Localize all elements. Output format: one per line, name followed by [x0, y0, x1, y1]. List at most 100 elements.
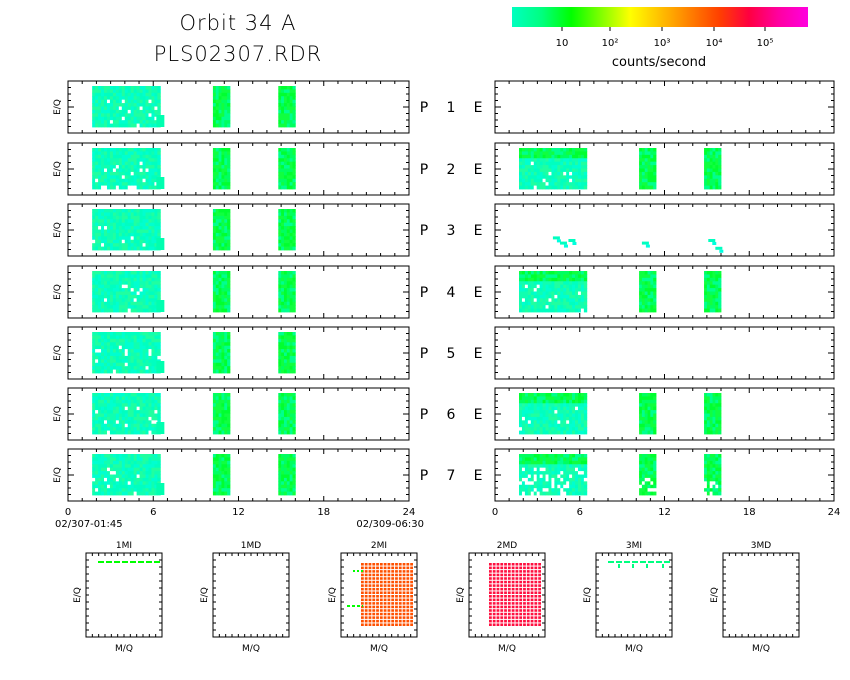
data-cell: [127, 298, 132, 303]
data-cell: [215, 151, 220, 156]
data-cell: [121, 488, 126, 492]
data-cell: [704, 281, 708, 286]
data-cell: [151, 355, 155, 360]
data-cell: [278, 171, 282, 176]
data-cell: [142, 369, 146, 374]
data-cell: [292, 120, 296, 124]
data-cell: [286, 246, 291, 251]
data-cell: [145, 423, 149, 428]
data-cell: [536, 148, 541, 152]
data-cell: [539, 410, 543, 414]
data-cell: [136, 345, 140, 350]
data-cell: [709, 165, 713, 169]
data-cell: [286, 151, 291, 156]
data-cell: [289, 291, 293, 296]
data-cell: [557, 288, 561, 292]
data-cell: [572, 396, 576, 401]
data-cell: [563, 305, 567, 309]
data-cell: [92, 161, 96, 166]
data-cell: [130, 175, 135, 180]
data-cell: [136, 236, 140, 241]
data-cell: [109, 271, 114, 275]
data-cell: [95, 277, 99, 282]
data-cell: [718, 161, 722, 166]
data-cell: [560, 430, 564, 435]
data-cell: [151, 342, 155, 347]
data-cell: [286, 366, 291, 370]
data-cell: [142, 222, 146, 227]
data-cell: [542, 165, 546, 169]
data-cell: [148, 403, 152, 408]
data-cell: [521, 423, 526, 428]
data-cell: [224, 103, 228, 107]
data-cell: [545, 396, 549, 401]
data-cell: [106, 271, 111, 275]
data-cell: [221, 246, 225, 251]
data-cell: [519, 277, 523, 282]
data-cell: [151, 305, 155, 309]
data-cell: [289, 226, 293, 230]
data-cell: [95, 99, 99, 104]
data-cell: [215, 362, 220, 367]
data-cell: [130, 116, 135, 121]
data-cell: [706, 284, 711, 289]
data-cell: [109, 222, 114, 227]
data-cell: [215, 168, 220, 173]
data-cell: [292, 165, 296, 169]
data-cell: [98, 116, 102, 121]
data-cell: [157, 396, 161, 401]
data-cell: [221, 161, 225, 166]
data-cell: [548, 403, 552, 408]
data-cell: [647, 305, 651, 309]
data-cell: [644, 305, 648, 309]
data-cell: [533, 284, 538, 289]
data-cell: [286, 229, 291, 234]
data-cell: [569, 410, 573, 414]
data-cell: [139, 232, 143, 237]
data-cell: [98, 106, 102, 111]
data-cell: [569, 158, 573, 163]
data-cell: [706, 420, 711, 425]
data-cell: [104, 393, 108, 397]
data-cell: [92, 338, 96, 343]
data-cell: [154, 413, 158, 418]
data-cell: [215, 305, 220, 309]
data-cell: [519, 151, 523, 156]
data-cell: [133, 481, 138, 486]
data-cell: [575, 271, 579, 275]
data-cell: [278, 222, 282, 227]
data-cell: [227, 99, 231, 104]
data-cell: [154, 219, 158, 224]
data-cell: [218, 291, 222, 296]
data-cell: [560, 427, 564, 431]
data-cell: [647, 308, 651, 313]
data-cell: [115, 92, 120, 97]
data-cell: [218, 362, 222, 367]
data-cell: [139, 165, 143, 169]
data-cell: [130, 413, 135, 418]
data-cell: [151, 291, 155, 296]
data-cell: [133, 226, 138, 230]
data-cell: [289, 413, 293, 418]
data-cell: [156, 177, 165, 189]
data-cell: [121, 154, 126, 159]
data-cell: [542, 284, 546, 289]
data-cell: [215, 165, 220, 169]
data-cell: [527, 427, 532, 431]
data-cell: [575, 427, 579, 431]
data-cell: [98, 123, 102, 128]
data-cell: [124, 99, 129, 104]
data-cell: [224, 175, 228, 180]
data-cell: [109, 185, 114, 190]
data-cell: [706, 271, 711, 275]
data-cell: [136, 246, 140, 251]
data-cell: [650, 151, 654, 156]
data-cell: [706, 291, 711, 296]
data-cell: [154, 430, 158, 435]
data-cell: [569, 274, 573, 279]
data-cell: [92, 342, 96, 347]
data-cell: [133, 175, 138, 180]
data-cell: [542, 168, 546, 173]
data-cell: [227, 403, 231, 408]
data-cell: [142, 182, 146, 186]
